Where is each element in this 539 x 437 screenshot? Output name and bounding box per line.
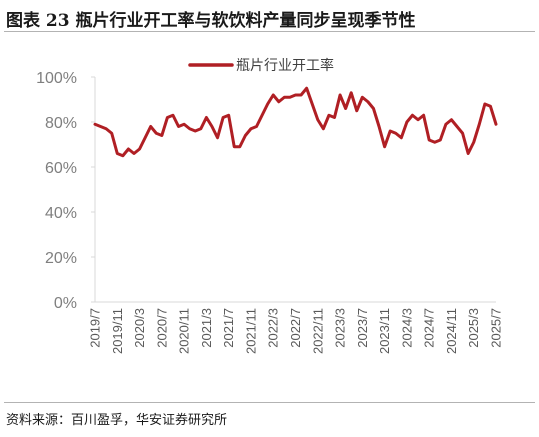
x-tick-label: 2023/3 <box>333 308 348 348</box>
source-divider <box>4 402 535 403</box>
y-tick-label: 60% <box>45 160 77 177</box>
x-tick-label: 2020/7 <box>154 308 169 348</box>
source-note: 资料来源：百川盈孚，华安证券研究所 <box>6 413 228 428</box>
x-tick-label: 2022/11 <box>310 308 325 354</box>
legend: 瓶片行业开工率 <box>188 57 334 74</box>
x-tick-label: 2020/11 <box>177 308 192 354</box>
x-tick-label: 2022/3 <box>266 308 281 348</box>
x-tick-label: 2023/7 <box>355 308 370 348</box>
x-tick-label: 2024/7 <box>422 308 437 348</box>
title-divider <box>4 31 535 32</box>
x-tick-label: 2023/11 <box>377 308 392 354</box>
legend-label: 瓶片行业开工率 <box>236 57 334 74</box>
x-tick-label: 2019/7 <box>88 308 103 348</box>
y-tick-label: 20% <box>45 250 77 267</box>
figure-title: 图表 23 瓶片行业开工率与软饮料产量同步呈现季节性 <box>6 11 416 31</box>
y-tick-label: 40% <box>45 205 77 222</box>
x-tick-label: 2025/3 <box>466 308 481 348</box>
x-tick-label: 2022/7 <box>288 308 303 348</box>
x-tick-label: 2019/11 <box>110 308 125 354</box>
plot-area <box>93 86 498 158</box>
x-tick-label: 2021/11 <box>243 308 258 354</box>
y-tick-label: 80% <box>45 115 77 132</box>
x-axis: 2019/7 2019/11 2020/3 2020/7 2020/11 2021/3 20… <box>88 301 504 354</box>
x-tick-label: 2024/11 <box>444 308 459 354</box>
x-tick-label: 2025/7 <box>489 308 504 348</box>
series-line <box>93 86 498 158</box>
y-tick-label: 0% <box>54 295 77 312</box>
y-tick-label: 100% <box>36 70 77 87</box>
x-tick-label: 2024/3 <box>399 308 414 348</box>
y-axis: 0% 20% 40% 60% 80% 100% <box>36 70 96 312</box>
x-tick-label: 2021/7 <box>221 308 236 348</box>
x-tick-label: 2020/3 <box>132 308 147 348</box>
x-tick-label: 2021/3 <box>199 308 214 348</box>
